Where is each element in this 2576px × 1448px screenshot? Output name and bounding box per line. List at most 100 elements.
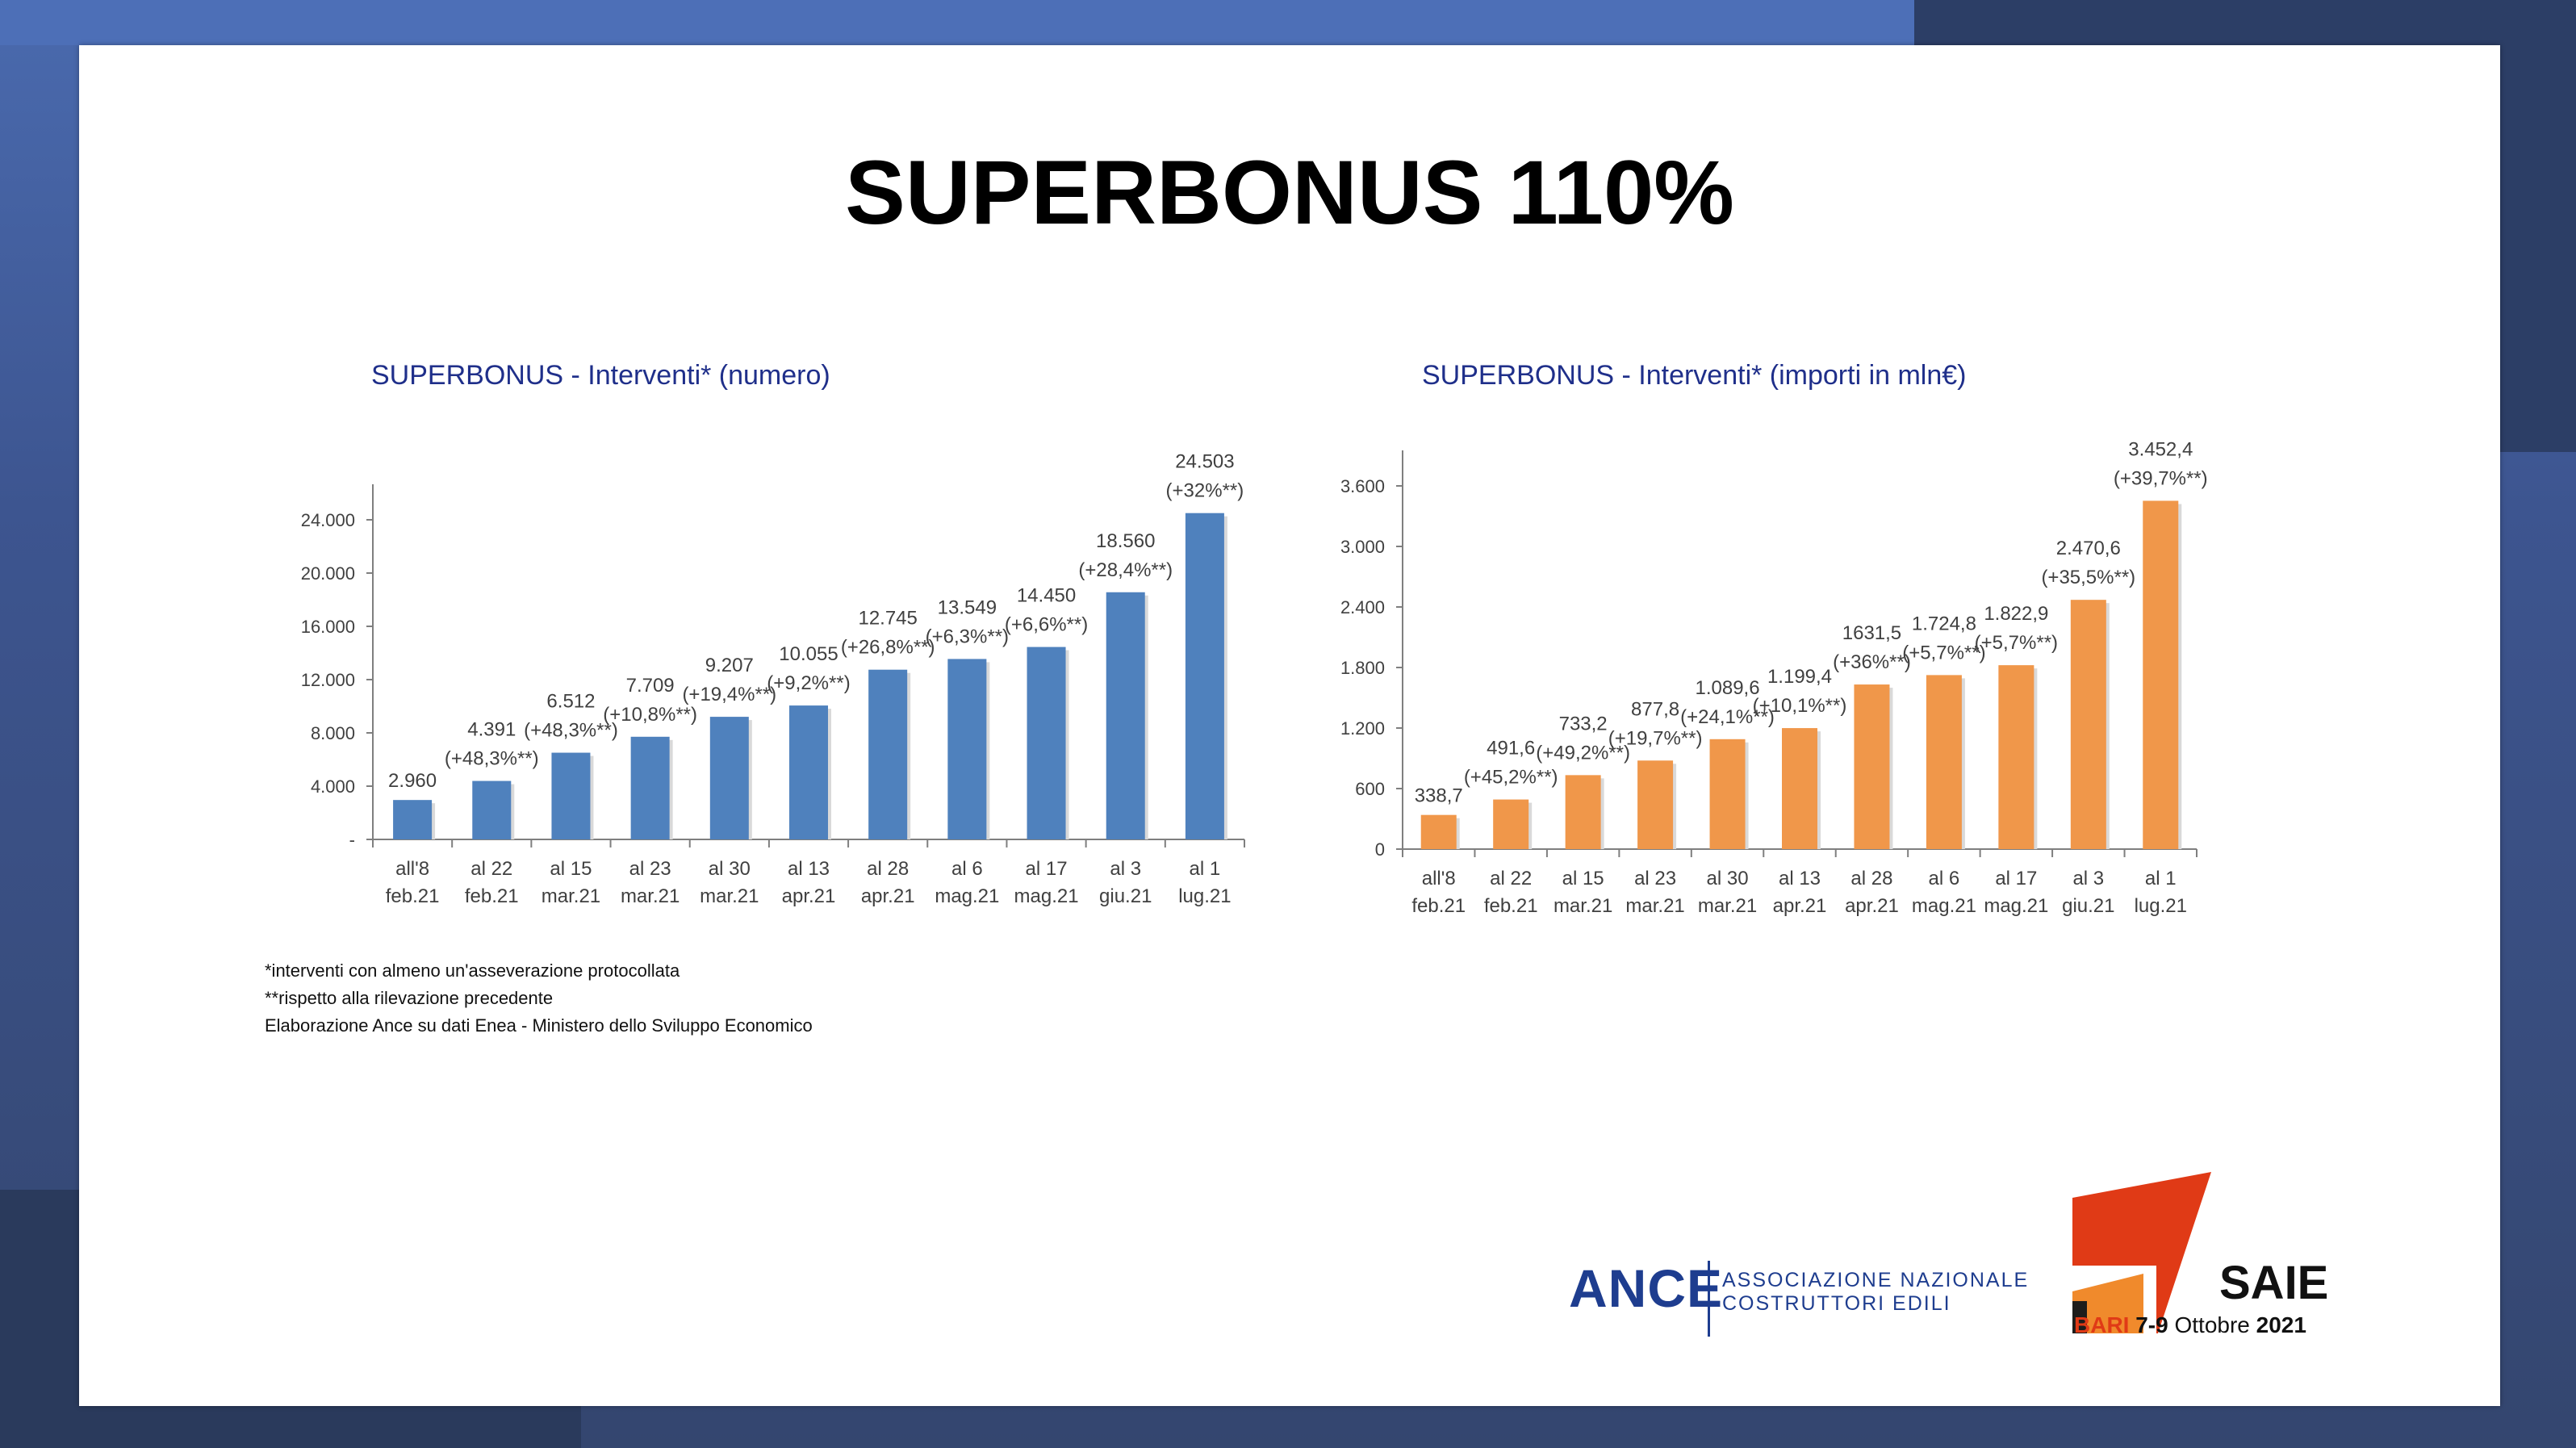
bar-change-label: (+10,1%**) xyxy=(1753,695,1847,717)
bar xyxy=(789,705,828,839)
x-tick-label: lug.21 xyxy=(1178,885,1231,907)
x-tick-label: mag.21 xyxy=(1014,885,1079,907)
saie-logo-orange-shape xyxy=(2072,1274,2143,1333)
bar-value-label: 10.055 xyxy=(779,643,838,665)
slide: SUPERBONUS 110% SUPERBONUS - Interventi*… xyxy=(79,45,2500,1406)
bar-change-label: (+32%**) xyxy=(1166,480,1244,502)
bar-value-label: 1.822,9 xyxy=(1984,603,2048,625)
bar-change-label: (+5,7%**) xyxy=(1975,632,2058,654)
bar xyxy=(1420,814,1457,849)
bar-change-label: (+10,8%**) xyxy=(603,704,697,726)
bar-change-label: (+45,2%**) xyxy=(1464,767,1558,789)
x-tick-label: mar.21 xyxy=(542,885,600,907)
x-tick-label: feb.21 xyxy=(1411,895,1466,917)
bar xyxy=(1854,684,1890,849)
bar-change-label: (+9,2%**) xyxy=(767,672,850,694)
y-tick-label: - xyxy=(349,830,355,850)
saie-logo-year: 2021 xyxy=(2256,1312,2306,1337)
bar-change-label: (+19,7%**) xyxy=(1608,727,1703,749)
x-tick-label: al 22 xyxy=(1490,868,1532,889)
bar xyxy=(1926,675,1962,849)
y-tick-label: 600 xyxy=(1355,779,1385,799)
bar-change-label: (+36%**) xyxy=(1833,651,1911,673)
x-tick-label: al 6 xyxy=(1929,868,1960,889)
bar-change-label: (+19,4%**) xyxy=(682,684,776,705)
chart-title-numero: SUPERBONUS - Interventi* (numero) xyxy=(371,360,830,391)
bar-value-label: 2.960 xyxy=(388,770,437,792)
bar-value-label: 877,8 xyxy=(1631,698,1679,720)
x-tick-label: apr.21 xyxy=(1845,895,1899,917)
bar-change-label: (+48,3%**) xyxy=(445,748,539,770)
bar-value-label: 1.199,4 xyxy=(1767,666,1832,688)
bar-value-label: 1.089,6 xyxy=(1696,677,1760,699)
bar xyxy=(1493,799,1529,849)
saie-logo-month: Ottobre xyxy=(2174,1312,2250,1337)
x-tick-label: al 30 xyxy=(709,858,751,880)
ance-logo-word: ANCE xyxy=(1569,1258,1724,1318)
y-tick-label: 12.000 xyxy=(301,670,355,690)
bar xyxy=(1027,647,1066,839)
ance-logo-line2: COSTRUTTORI EDILI xyxy=(1722,1292,1951,1315)
x-tick-label: mar.21 xyxy=(700,885,759,907)
ance-logo-divider xyxy=(1708,1261,1710,1337)
bar-value-label: 4.391 xyxy=(467,719,516,741)
y-tick-label: 8.000 xyxy=(311,723,355,743)
bar xyxy=(393,800,433,839)
saie-logo-mark xyxy=(2072,1172,2211,1333)
bar-value-label: 1631,5 xyxy=(1842,622,1901,644)
footnote-rilevazione: **rispetto alla rilevazione precedente xyxy=(265,988,554,1008)
x-tick-label: al 15 xyxy=(550,858,592,880)
y-tick-label: 4.000 xyxy=(311,776,355,797)
ance-logo-line1: ASSOCIAZIONE NAZIONALE xyxy=(1722,1269,2030,1291)
x-tick-label: mar.21 xyxy=(1698,895,1757,917)
x-tick-label: al 23 xyxy=(629,858,671,880)
x-tick-label: al 6 xyxy=(951,858,983,880)
x-tick-label: al 30 xyxy=(1707,868,1749,889)
bar xyxy=(1106,592,1145,839)
bar-change-label: (+28,4%**) xyxy=(1078,559,1173,581)
bar-value-label: 24.503 xyxy=(1175,451,1234,473)
bar-value-label: 2.470,6 xyxy=(2056,538,2121,559)
x-tick-label: lug.21 xyxy=(2135,895,2187,917)
x-tick-label: feb.21 xyxy=(386,885,440,907)
bar-value-label: 491,6 xyxy=(1487,738,1535,760)
bar-change-label: (+6,3%**) xyxy=(926,626,1009,647)
bar xyxy=(1637,760,1674,849)
bar xyxy=(709,717,749,839)
bar-change-label: (+24,1%**) xyxy=(1680,706,1775,728)
saie-logo-dark-shape xyxy=(2072,1301,2087,1333)
x-tick-label: al 3 xyxy=(1110,858,1141,880)
bar xyxy=(551,752,591,839)
x-tick-label: al 15 xyxy=(1562,868,1604,889)
bar xyxy=(868,669,908,839)
x-tick-label: al 22 xyxy=(470,858,512,880)
bar-value-label: 13.549 xyxy=(938,596,997,618)
bar-change-label: (+35,5%**) xyxy=(2041,567,2135,588)
saie-logo-word: SAIE xyxy=(2219,1257,2329,1309)
background-band-top xyxy=(0,0,1917,45)
bar-change-label: (+49,2%**) xyxy=(1536,742,1630,764)
bar-value-label: 18.560 xyxy=(1096,530,1155,552)
bar xyxy=(1782,728,1817,849)
saie-logo-days: 7-9 xyxy=(2135,1312,2168,1337)
x-tick-label: al 3 xyxy=(2072,868,2104,889)
bar xyxy=(630,736,670,839)
bar-change-label: (+26,8%**) xyxy=(841,637,935,659)
footnotes: *interventi con almeno un'asseverazione … xyxy=(265,957,813,1040)
y-tick-label: 3.000 xyxy=(1340,537,1385,557)
x-tick-label: al 17 xyxy=(1026,858,1068,880)
saie-logo-red-shape xyxy=(2072,1172,2211,1333)
bar-value-label: 3.452,4 xyxy=(2128,438,2193,460)
x-tick-label: al 28 xyxy=(867,858,909,880)
y-tick-label: 1.800 xyxy=(1340,658,1385,678)
bar xyxy=(1565,775,1601,849)
bar xyxy=(472,780,512,839)
bar-chart-importi: 0 600 1.200 1.800 2.400 3.000 3.600 all'8 feb.21… xyxy=(1340,438,2208,917)
chart-title-importi: SUPERBONUS - Interventi* (importi in mln… xyxy=(1422,360,1967,391)
bar-value-label: 12.745 xyxy=(858,608,917,630)
bar xyxy=(2070,600,2106,849)
x-tick-label: al 13 xyxy=(1779,868,1821,889)
bar xyxy=(1998,665,2034,849)
x-tick-label: apr.21 xyxy=(861,885,915,907)
saie-logo-dates: BARI 7-9 Ottobre 2021 xyxy=(2074,1312,2306,1338)
